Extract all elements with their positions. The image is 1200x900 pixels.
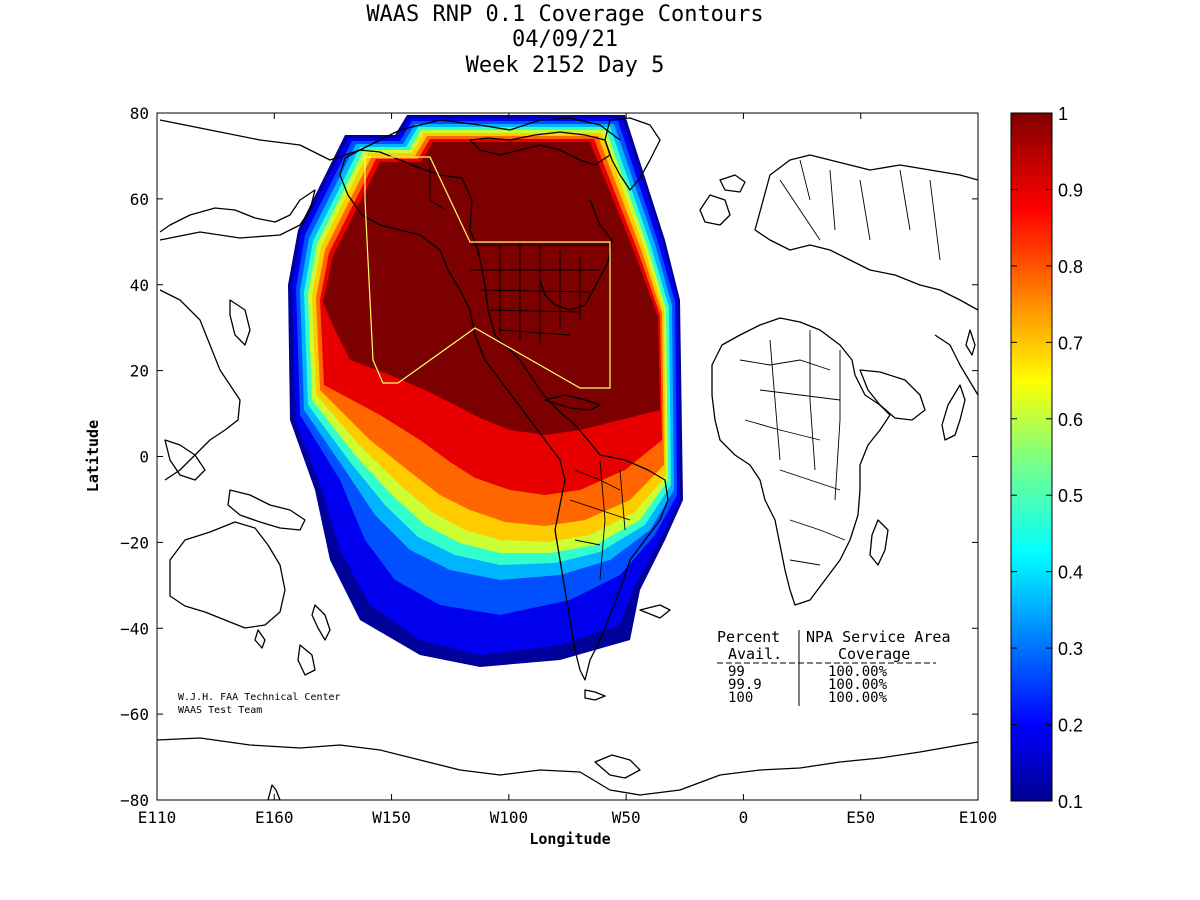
colorbar-tick-label: 1 <box>1058 104 1068 124</box>
colorbar <box>1010 112 1053 802</box>
y-axis: 80 60 40 20 0 −20 −40 −60 −80 <box>120 104 978 810</box>
table-row-avail: 100 <box>728 690 753 706</box>
table-header-npa: NPA Service Area <box>806 628 951 646</box>
credit-line-1: W.J.H. FAA Technical Center <box>178 692 341 703</box>
contour-1.0 <box>323 142 660 435</box>
table-row-coverage: 100.00% <box>828 664 888 680</box>
colorbar-tick-label: 0.3 <box>1058 639 1083 659</box>
table-row-avail: 99 <box>728 664 745 680</box>
chart-week: Week 2152 Day 5 <box>466 53 665 78</box>
colorbar-tick-label: 0.2 <box>1058 716 1083 736</box>
table-sub-coverage: Coverage <box>838 645 910 663</box>
y-tick-label: 40 <box>130 276 149 295</box>
chart-date: 04/09/21 <box>512 27 618 52</box>
x-tick-label: W50 <box>612 808 641 827</box>
y-tick-label: 60 <box>130 190 149 209</box>
y-tick-label: −60 <box>120 705 149 724</box>
y-tick-label: −80 <box>120 791 149 810</box>
x-tick-label: W150 <box>372 808 411 827</box>
colorbar-tick-label: 0.4 <box>1058 563 1083 583</box>
colorbar-tick-label: 0.5 <box>1058 486 1083 506</box>
colorbar-ticks: 1 0.9 0.8 0.7 0.6 0.5 0.4 0.3 0.2 0.1 <box>1011 104 1083 812</box>
x-tick-label: E50 <box>846 808 875 827</box>
y-tick-label: 0 <box>139 448 149 467</box>
colorbar-tick-label: 0.9 <box>1058 180 1083 200</box>
table-row-coverage: 100.00% <box>828 677 888 693</box>
x-axis: E110 E160 W150 W100 W50 0 E50 E100 <box>138 113 998 827</box>
colorbar-tick-label: 0.1 <box>1058 792 1083 812</box>
npa-service-area-outline <box>364 156 611 389</box>
y-tick-label: 80 <box>130 104 149 123</box>
coastlines <box>157 117 978 800</box>
table-row-coverage: 100.00% <box>828 690 888 706</box>
x-tick-label: E110 <box>138 808 177 827</box>
coverage-contours <box>288 115 683 667</box>
x-tick-label: E160 <box>255 808 294 827</box>
table-row-avail: 99.9 <box>728 677 762 693</box>
colorbar-tick-label: 0.8 <box>1058 257 1083 277</box>
table-header-percent: Percent <box>717 628 780 646</box>
y-tick-label: −20 <box>120 533 149 552</box>
chart-title: WAAS RNP 0.1 Coverage Contours <box>366 2 763 27</box>
table-sub-avail: Avail. <box>728 645 782 663</box>
x-tick-label: W100 <box>490 808 529 827</box>
colorbar-tick-label: 0.7 <box>1058 333 1083 353</box>
y-tick-label: 20 <box>130 362 149 381</box>
x-tick-label: 0 <box>739 808 749 827</box>
x-tick-label: E100 <box>959 808 998 827</box>
x-axis-label: Longitude <box>529 830 610 848</box>
coverage-table: Percent NPA Service Area Avail. Coverage… <box>717 628 951 706</box>
y-axis-label: Latitude <box>84 420 102 492</box>
colorbar-tick-label: 0.6 <box>1058 410 1083 430</box>
credit-line-2: WAAS Test Team <box>178 705 262 716</box>
y-tick-label: −40 <box>120 619 149 638</box>
political-borders <box>429 159 941 581</box>
